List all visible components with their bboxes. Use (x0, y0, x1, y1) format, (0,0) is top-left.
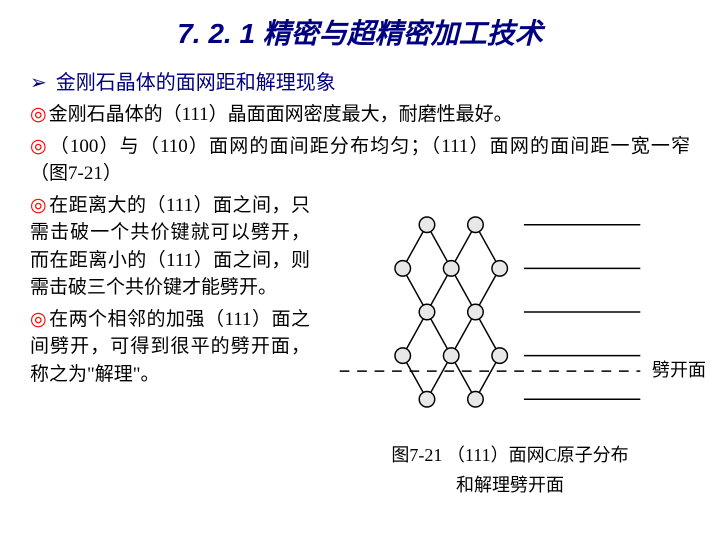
bullet-3-text: 在距离大的（111）面之间，只需击破一个共价键就可以劈开，而在距离小的（111）… (30, 195, 310, 299)
bullet-3: ◎在距离大的（111）面之间，只需击破一个共价键就可以劈开，而在距离小的（111… (30, 192, 310, 302)
figure-caption-2: 和解理劈开面 (330, 471, 690, 497)
odot-icon: ◎ (30, 195, 47, 216)
arrow-icon: ➢ (30, 70, 47, 95)
heading-text: 金刚石晶体的面网距和解理现象 (56, 72, 336, 94)
page-title: 7. 2. 1 精密与超精密加工技术 (30, 12, 690, 52)
bullet-2: ◎（100）与（110）面网的面间距分布均匀；（111）面网的面间距一宽一窄（图… (30, 133, 690, 188)
crystal-diagram (330, 192, 650, 432)
odot-icon: ◎ (30, 104, 47, 125)
odot-icon: ◎ (30, 309, 47, 330)
bullet-4: ◎在两个相邻的加强（111）面之间劈开，可得到很平的劈开面，称之为"解理"。 (30, 306, 310, 389)
bullet-2-text: （100）与（110）面网的面间距分布均匀；（111）面网的面间距一宽一窄（图7… (30, 136, 690, 185)
bullet-4-text: 在两个相邻的加强（111）面之间劈开，可得到很平的劈开面，称之为"解理"。 (30, 309, 310, 385)
bullet-1-text: 金刚石晶体的（111）晶面面网密度最大，耐磨性最好。 (49, 104, 513, 125)
bullet-1: ◎金刚石晶体的（111）晶面面网密度最大，耐磨性最好。 (30, 101, 690, 129)
figure-caption-1: 图7-21 （111）面网C原子分布 (330, 441, 690, 467)
odot-icon: ◎ (30, 136, 48, 157)
cleave-label: 劈开面 (652, 356, 706, 382)
section-heading: ➢ 金刚石晶体的面网距和解理现象 (30, 66, 690, 95)
